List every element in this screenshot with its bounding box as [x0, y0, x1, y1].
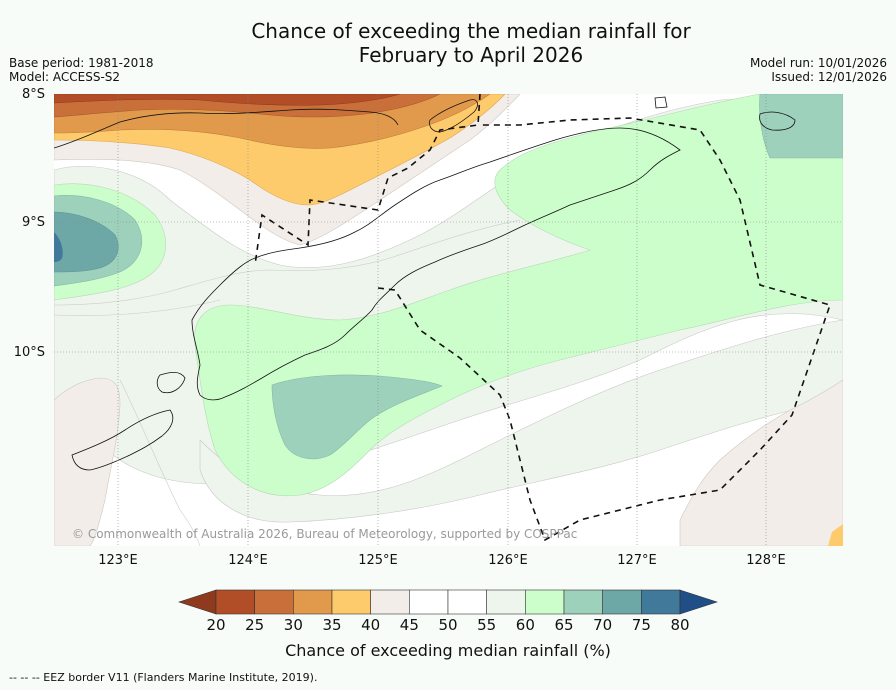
colorbar-tick-label: 80 [670, 616, 690, 634]
colorbar-tick-label: 55 [477, 616, 497, 634]
colorbar-segment [409, 589, 449, 615]
map-title: Chance of exceeding the median rainfall … [0, 19, 896, 67]
colorbar [178, 589, 718, 615]
colorbar-extend-low [178, 589, 217, 615]
lon-label-126e: 126°E [488, 553, 528, 568]
band-65-70-ne [759, 94, 843, 159]
ne-island [759, 111, 796, 131]
band-35-40-se [828, 524, 843, 546]
lon-label-125e: 125°E [358, 553, 398, 568]
colorbar-tick-label: 25 [245, 616, 265, 634]
colorbar-tick-label: 45 [399, 616, 419, 634]
meta-left: Base period: 1981-2018 Model: ACCESS-S2 [9, 56, 154, 84]
colorbar-tick-label: 70 [593, 616, 613, 634]
colorbar-title: Chance of exceeding median rainfall (%) [285, 641, 611, 660]
colorbar-tick-label: 20 [206, 616, 226, 634]
colorbar-tick-label: 75 [631, 616, 651, 634]
issued-date: Issued: 12/01/2026 [771, 70, 887, 84]
eez-border [254, 94, 832, 542]
meta-right: Model run: 10/01/2026 Issued: 12/01/2026 [750, 56, 887, 84]
colorbar-segment [293, 589, 333, 615]
band-40-45-sw [54, 377, 121, 546]
colorbar-tick-label: 65 [554, 616, 574, 634]
contour-line [54, 299, 221, 316]
lat-label-10s: 10°S [13, 345, 45, 360]
model-run: Model run: 10/01/2026 [749, 56, 887, 70]
contour-line [119, 379, 201, 546]
colorbar-tick-label: 50 [438, 616, 458, 634]
colorbar-tick-label: 30 [283, 616, 303, 634]
lat-label-9s: 9°S [21, 215, 45, 230]
sumba-coast [71, 409, 174, 471]
base-period: Base period: 1981-2018 [9, 56, 154, 70]
north-islands [429, 99, 478, 133]
colorbar-segment [370, 589, 410, 615]
colorbar-tick-label: 40 [361, 616, 381, 634]
colorbar-segment [602, 589, 642, 615]
rote-island [156, 371, 186, 394]
west-band-75-80 [54, 232, 63, 262]
colorbar-segment [254, 589, 294, 615]
lon-label-123e: 123°E [98, 553, 138, 568]
colorbar-tick-label: 35 [322, 616, 342, 634]
title-line-1: Chance of exceeding the median rainfall … [251, 19, 691, 43]
west-band-70-75 [54, 211, 119, 273]
timor-coastline [191, 127, 681, 401]
colorbar-tick-label: 60 [515, 616, 535, 634]
copyright-text: © Commonwealth of Australia 2026, Bureau… [72, 527, 578, 541]
colorbar-segment [525, 589, 565, 615]
colorbar-segment [563, 589, 603, 615]
band-65-70-central [271, 374, 443, 460]
colorbar-extend-high [679, 589, 718, 615]
title-line-2: February to April 2026 [358, 43, 584, 67]
map-plot-area [54, 94, 843, 546]
band-55-60-south [199, 319, 843, 523]
colorbar-segment [641, 589, 681, 615]
contour-line [54, 219, 521, 306]
lat-label-8s: 8°S [21, 87, 45, 102]
north-coast [54, 108, 399, 149]
colorbar-segment [447, 589, 487, 615]
band-20-25 [54, 94, 401, 106]
lon-label-128e: 128°E [746, 553, 786, 568]
colorbar-segment [331, 589, 371, 615]
colorbar-segment [486, 589, 526, 615]
small-island [654, 96, 668, 109]
eez-footnote: -- -- -- EEZ border V11 (Flanders Marine… [9, 671, 318, 684]
gridlines [54, 94, 843, 546]
colorbar-segment [215, 589, 255, 615]
lon-label-127e: 127°E [617, 553, 657, 568]
model-name: Model: ACCESS-S2 [9, 70, 121, 84]
lon-label-124e: 124°E [228, 553, 268, 568]
